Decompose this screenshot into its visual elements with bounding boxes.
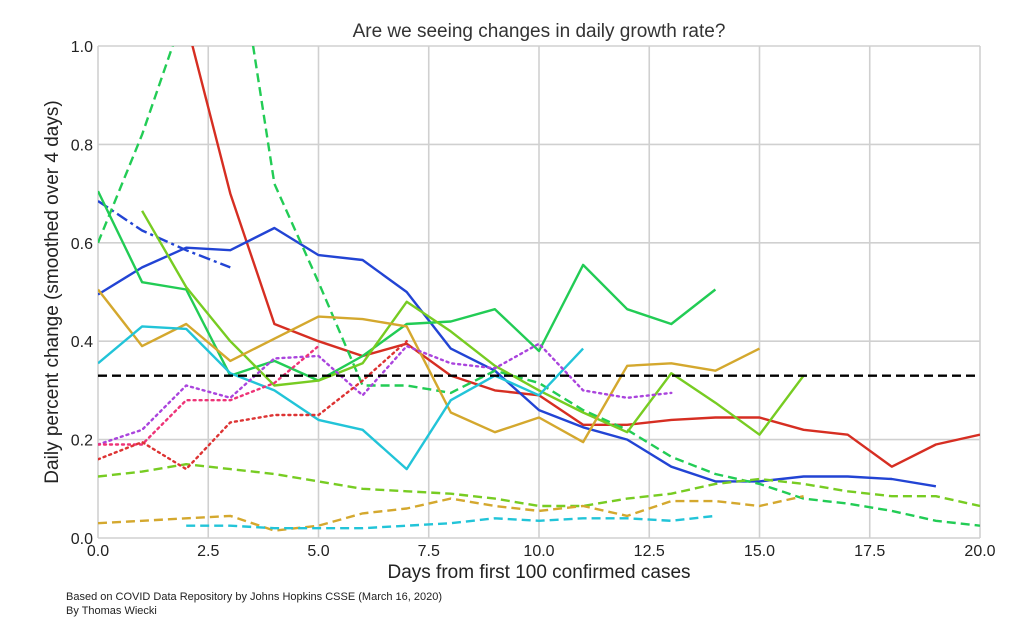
source-credit: Based on COVID Data Repository by Johns … (66, 591, 443, 603)
series-line-2 (98, 226, 937, 488)
x-tick-label: 0.0 (87, 543, 109, 560)
plot-area (98, 46, 980, 532)
series-line-10 (98, 325, 584, 471)
x-tick-label: 7.5 (418, 543, 440, 560)
x-tick-label: 17.5 (854, 543, 885, 560)
tick-labels: 0.0 2.5 5.0 7.5 10.0 12.5 15.0 17.5 20.0 0.0 0.2 0.… (71, 39, 996, 560)
series-line-14 (98, 340, 408, 471)
y-tick-label: 0.6 (71, 236, 93, 253)
series-line-6 (141, 210, 805, 436)
series-line-4 (98, 190, 717, 382)
credits: Based on COVID Data Repository by Johns … (66, 590, 442, 618)
x-tick-label: 5.0 (307, 543, 329, 560)
series-line-3 (98, 200, 231, 269)
x-tick-label: 12.5 (634, 543, 665, 560)
x-tick-label: 20.0 (964, 543, 995, 560)
chart-title: Are we seeing changes in daily growth ra… (353, 21, 726, 42)
x-axis-label: Days from first 100 confirmed cases (387, 562, 690, 583)
y-tick-label: 0.0 (71, 531, 93, 548)
y-tick-label: 1.0 (71, 39, 93, 56)
series-group (98, 46, 980, 532)
series-line-9 (98, 495, 804, 532)
x-tick-label: 15.0 (744, 543, 775, 560)
series-line-1 (191, 46, 980, 468)
y-axis-label: Daily percent change (smoothed over 4 da… (42, 100, 63, 483)
series-line-12 (98, 342, 673, 446)
x-tick-label: 2.5 (197, 543, 219, 560)
line-chart: 0.0 2.5 5.0 7.5 10.0 12.5 15.0 17.5 20.0 0.0 0.2 0.… (42, 21, 996, 583)
grid-lines (97, 45, 981, 539)
series-line-13 (98, 344, 320, 446)
y-tick-label: 0.4 (71, 334, 93, 351)
y-tick-label: 0.8 (71, 137, 93, 154)
x-tick-label: 10.0 (523, 543, 554, 560)
series-line-8 (98, 288, 761, 444)
author-credit: By Thomas Wiecki (66, 605, 157, 617)
series-line-11 (186, 514, 716, 530)
y-tick-label: 0.2 (71, 433, 93, 450)
series-line-7 (98, 463, 980, 508)
